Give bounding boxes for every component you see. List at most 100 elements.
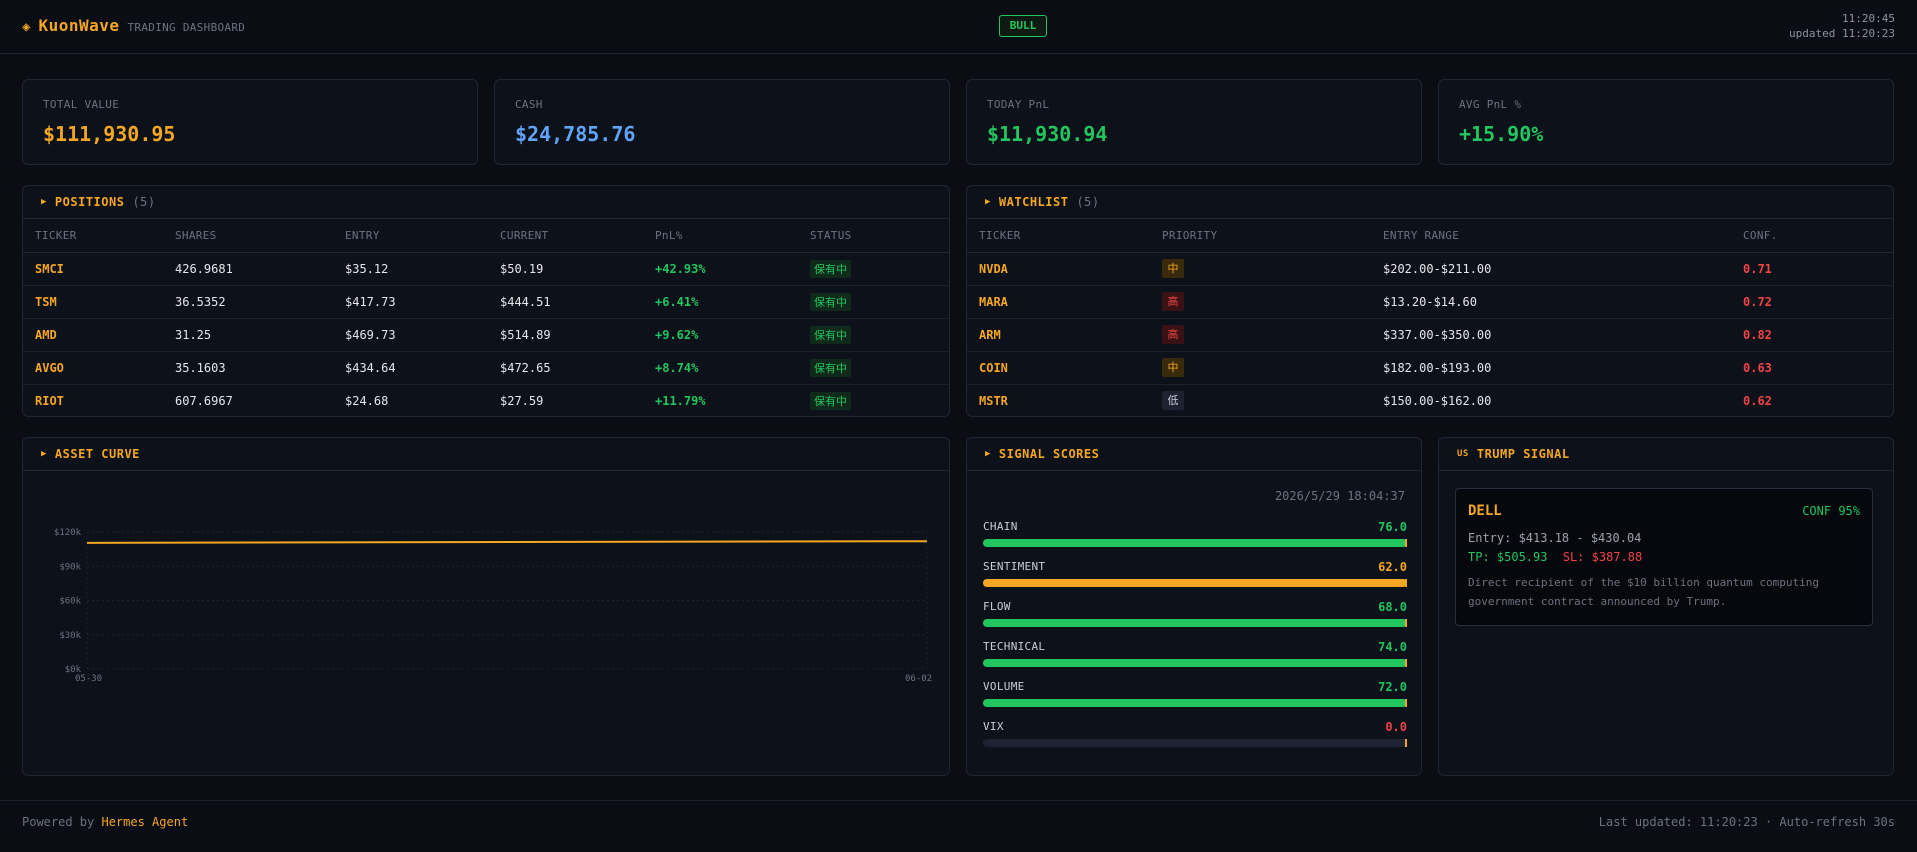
stat-card-today-pnl: TODAY PnL $11,930.94 (966, 79, 1422, 165)
entry-range-cell: $182.00-$193.00 (1371, 351, 1731, 385)
pnl-cell: +42.93% (643, 252, 798, 286)
column-header[interactable]: CONF. (1731, 219, 1893, 253)
column-header[interactable]: ENTRY RANGE (1371, 219, 1731, 253)
priority-cell: 中 (1150, 252, 1371, 286)
score-bar-fill (983, 619, 1407, 627)
table-row[interactable]: AMD 31.25 $469.73 $514.89 +9.62% 保有中 (23, 318, 949, 352)
confidence-cell: 0.82 (1731, 318, 1893, 352)
trump-signal-panel: US TRUMP SIGNAL DELL CONF 95% Entry: $41… (1438, 437, 1894, 776)
positions-panel: ▶ POSITIONS (5) TICKER SHARES ENTRY CURR… (22, 185, 950, 417)
signal-card[interactable]: DELL CONF 95% Entry: $413.18 - $430.04 T… (1455, 488, 1873, 626)
trump-signal-title: TRUMP SIGNAL (1476, 447, 1570, 461)
score-name: SENTIMENT (983, 560, 1046, 573)
agent-link[interactable]: Hermes Agent (101, 815, 189, 829)
score-bar (983, 659, 1407, 667)
column-header[interactable]: PRIORITY (1150, 219, 1371, 253)
powered-by: Powered by Hermes Agent (22, 815, 188, 829)
status-cell: 保有中 (798, 285, 949, 319)
pnl-cell: +8.74% (643, 351, 798, 385)
table-row[interactable]: SMCI 426.9681 $35.12 $50.19 +42.93% 保有中 (23, 252, 949, 286)
status-badge: 保有中 (810, 325, 851, 344)
priority-badge: 高 (1162, 325, 1184, 344)
watchlist-panel: ▶ WATCHLIST (5) TICKER PRIORITY ENTRY RA… (966, 185, 1894, 417)
score-name: FLOW (983, 600, 1011, 613)
table-row[interactable]: AVGO 35.1603 $434.64 $472.65 +8.74% 保有中 (23, 351, 949, 385)
asset-curve-header: ▶ ASSET CURVE (23, 438, 949, 471)
table-row[interactable]: ARM 高 $337.00-$350.00 0.82 (967, 318, 1893, 352)
header: ◈ KuonWave TRADING DASHBOARD BULL 11:20:… (0, 0, 1917, 54)
stat-card-total-value: TOTAL VALUE $111,930.95 (22, 79, 478, 165)
current-cell: $514.89 (488, 318, 643, 352)
table-row[interactable]: RIOT 607.6967 $24.68 $27.59 +11.79% 保有中 (23, 384, 949, 416)
ticker-cell: COIN (967, 351, 1150, 385)
refresh-status: Last updated: 11:20:23 · Auto-refresh 30… (1598, 815, 1895, 829)
column-header[interactable]: SHARES (163, 219, 333, 253)
status-badge: 保有中 (810, 358, 851, 377)
column-header[interactable]: TICKER (967, 219, 1150, 253)
column-header[interactable]: STATUS (798, 219, 949, 253)
shares-cell: 36.5352 (163, 285, 333, 319)
priority-cell: 中 (1150, 351, 1371, 385)
column-header[interactable]: PnL% (643, 219, 798, 253)
signal-ticker: DELL (1468, 503, 1502, 519)
priority-cell: 高 (1150, 318, 1371, 352)
score-value: 72.0 (1378, 680, 1407, 694)
score-row-flow: FLOW 68.0 (983, 600, 1407, 627)
shares-cell: 35.1603 (163, 351, 333, 385)
powered-prefix: Powered by (22, 815, 95, 829)
ticker-cell: TSM (23, 285, 163, 319)
score-bar-fill (983, 579, 1407, 587)
table-row[interactable]: COIN 中 $182.00-$193.00 0.63 (967, 351, 1893, 385)
stat-label: TODAY PnL (987, 98, 1050, 111)
score-bar (983, 699, 1407, 707)
score-value: 76.0 (1378, 520, 1407, 534)
market-regime-badge: BULL (999, 15, 1047, 37)
priority-cell: 低 (1150, 384, 1371, 416)
stat-label: TOTAL VALUE (43, 98, 120, 111)
confidence-cell: 0.63 (1731, 351, 1893, 385)
x-tick-label: 05-30 (75, 674, 102, 684)
entry-cell: $417.73 (333, 285, 488, 319)
table-row[interactable]: MARA 高 $13.20-$14.60 0.72 (967, 285, 1893, 319)
score-name: CHAIN (983, 520, 1018, 533)
column-header[interactable]: CURRENT (488, 219, 643, 253)
stat-label: CASH (515, 98, 543, 111)
score-bar-fill (983, 539, 1407, 547)
ticker-cell: NVDA (967, 252, 1150, 286)
signal-scores-header: ▶ SIGNAL SCORES (967, 438, 1421, 471)
brand: ◈ KuonWave TRADING DASHBOARD (22, 16, 245, 35)
score-value: 68.0 (1378, 600, 1407, 614)
score-bar (983, 539, 1407, 547)
table-header-row: TICKER PRIORITY ENTRY RANGE CONF. (967, 219, 1893, 253)
column-header[interactable]: ENTRY (333, 219, 488, 253)
signal-description: Direct recipient of the $10 billion quan… (1468, 576, 1819, 608)
score-row-chain: CHAIN 76.0 (983, 520, 1407, 547)
positions-header: ▶ POSITIONS (5) (23, 186, 949, 219)
y-tick-label: $90k (59, 562, 81, 572)
take-profit: TP: $505.93 (1468, 550, 1548, 564)
table-row[interactable]: TSM 36.5352 $417.73 $444.51 +6.41% 保有中 (23, 285, 949, 319)
score-value: 62.0 (1378, 560, 1407, 574)
entry-cell: $35.12 (333, 252, 488, 286)
status-badge: 保有中 (810, 391, 851, 410)
asset-curve-chart[interactable]: $120k $90k $60k $30k $0k 05-30 06-02 (23, 472, 949, 772)
entry-cell: $434.64 (333, 351, 488, 385)
priority-cell: 高 (1150, 285, 1371, 319)
table-row[interactable]: MSTR 低 $150.00-$162.00 0.62 (967, 384, 1893, 416)
table-row[interactable]: NVDA 中 $202.00-$211.00 0.71 (967, 252, 1893, 286)
entry-range-cell: $150.00-$162.00 (1383, 393, 1492, 408)
score-name: VOLUME (983, 680, 1025, 693)
caret-right-icon: ▶ (41, 197, 47, 207)
caret-right-icon: ▶ (41, 449, 47, 459)
signal-scores-title: SIGNAL SCORES (998, 447, 1100, 461)
signal-confidence: CONF 95% (1802, 504, 1860, 518)
y-tick-label: $30k (59, 631, 81, 641)
column-header[interactable]: TICKER (23, 219, 163, 253)
stat-card-cash: CASH $24,785.76 (494, 79, 950, 165)
stat-value: $111,930.95 (43, 122, 176, 146)
score-bar-marker (1405, 699, 1407, 707)
score-bar (983, 619, 1407, 627)
watchlist-title: WATCHLIST (998, 195, 1069, 209)
watchlist-count: (5) (1076, 195, 1100, 209)
score-bar (983, 739, 1407, 747)
